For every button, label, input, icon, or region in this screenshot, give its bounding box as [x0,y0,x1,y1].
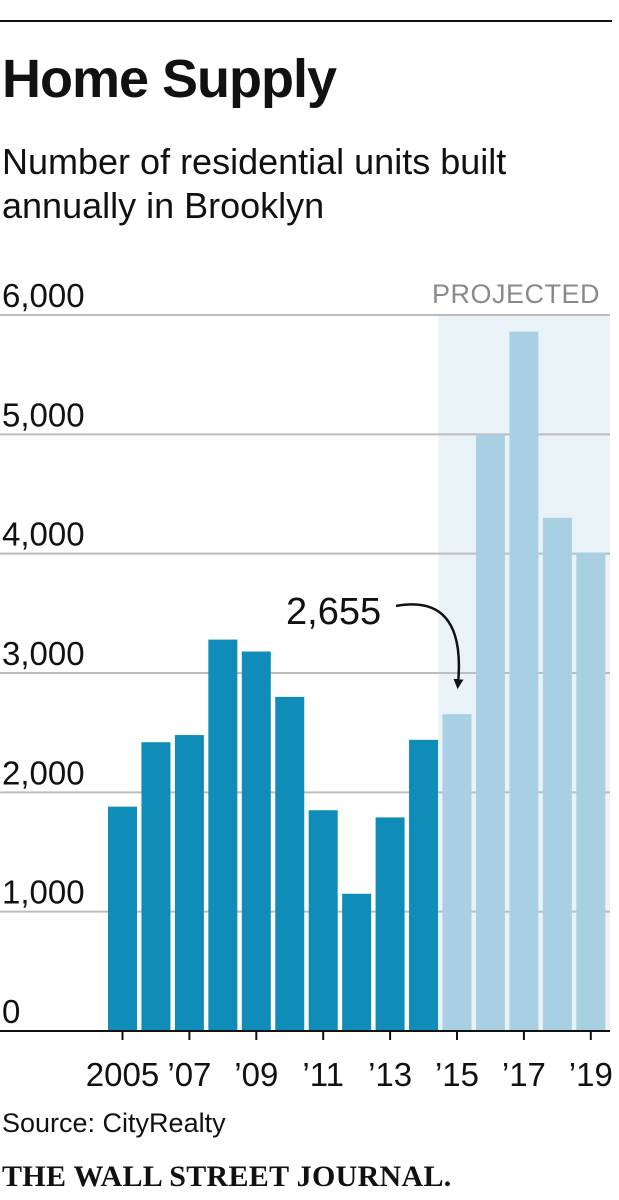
x-tick-label: ’07 [167,1056,211,1093]
chart-title: Home Supply [2,49,337,109]
y-tick-label: 6,000 [2,277,85,314]
x-tick-label: ’19 [569,1056,613,1093]
x-tick-label: ’15 [435,1056,479,1093]
y-tick-label: 3,000 [2,635,85,672]
chart-subtitle: Number of residential units built annual… [2,141,507,226]
bar-2005 [108,806,137,1031]
bar-2016 [475,434,505,1031]
x-tick-label: 2005 [86,1056,159,1093]
bar-2014 [409,739,439,1031]
publisher-logo: THE WALL STREET JOURNAL. [2,1160,452,1193]
x-tick-label: ’11 [302,1056,344,1093]
bar-2017 [509,331,539,1031]
y-tick-label: 0 [2,993,20,1030]
top-rule [0,20,612,22]
bar-2012 [342,893,372,1031]
annotation-arrow [395,603,464,690]
x-tick-label: ’17 [502,1056,546,1093]
y-tick-label: 4,000 [2,516,85,553]
bar-2009 [241,651,271,1031]
bar-2019 [576,552,606,1031]
bar-chart: 0 1,000 2,000 3,000 4,000 5,000 6,000 2005’07 ’0… [0,277,613,1093]
bar-2015 [442,714,472,1031]
bar-2008 [208,639,238,1031]
x-tick-label: ’09 [234,1056,278,1093]
annotation-value: 2,655 [286,591,381,633]
y-tick-label: 2,000 [2,754,85,791]
y-tick-label: 1,000 [2,874,85,911]
bar-2018 [542,517,572,1031]
x-tick-label: ’13 [368,1056,412,1093]
bar-2007 [174,735,204,1031]
projected-label: PROJECTED [432,279,600,309]
bar-2013 [375,817,405,1031]
bar-2011 [308,810,338,1031]
y-tick-label: 5,000 [2,396,85,433]
bar-2006 [141,742,171,1031]
bar-2010 [275,696,305,1031]
source-note: Source: CityRealty [2,1108,226,1138]
